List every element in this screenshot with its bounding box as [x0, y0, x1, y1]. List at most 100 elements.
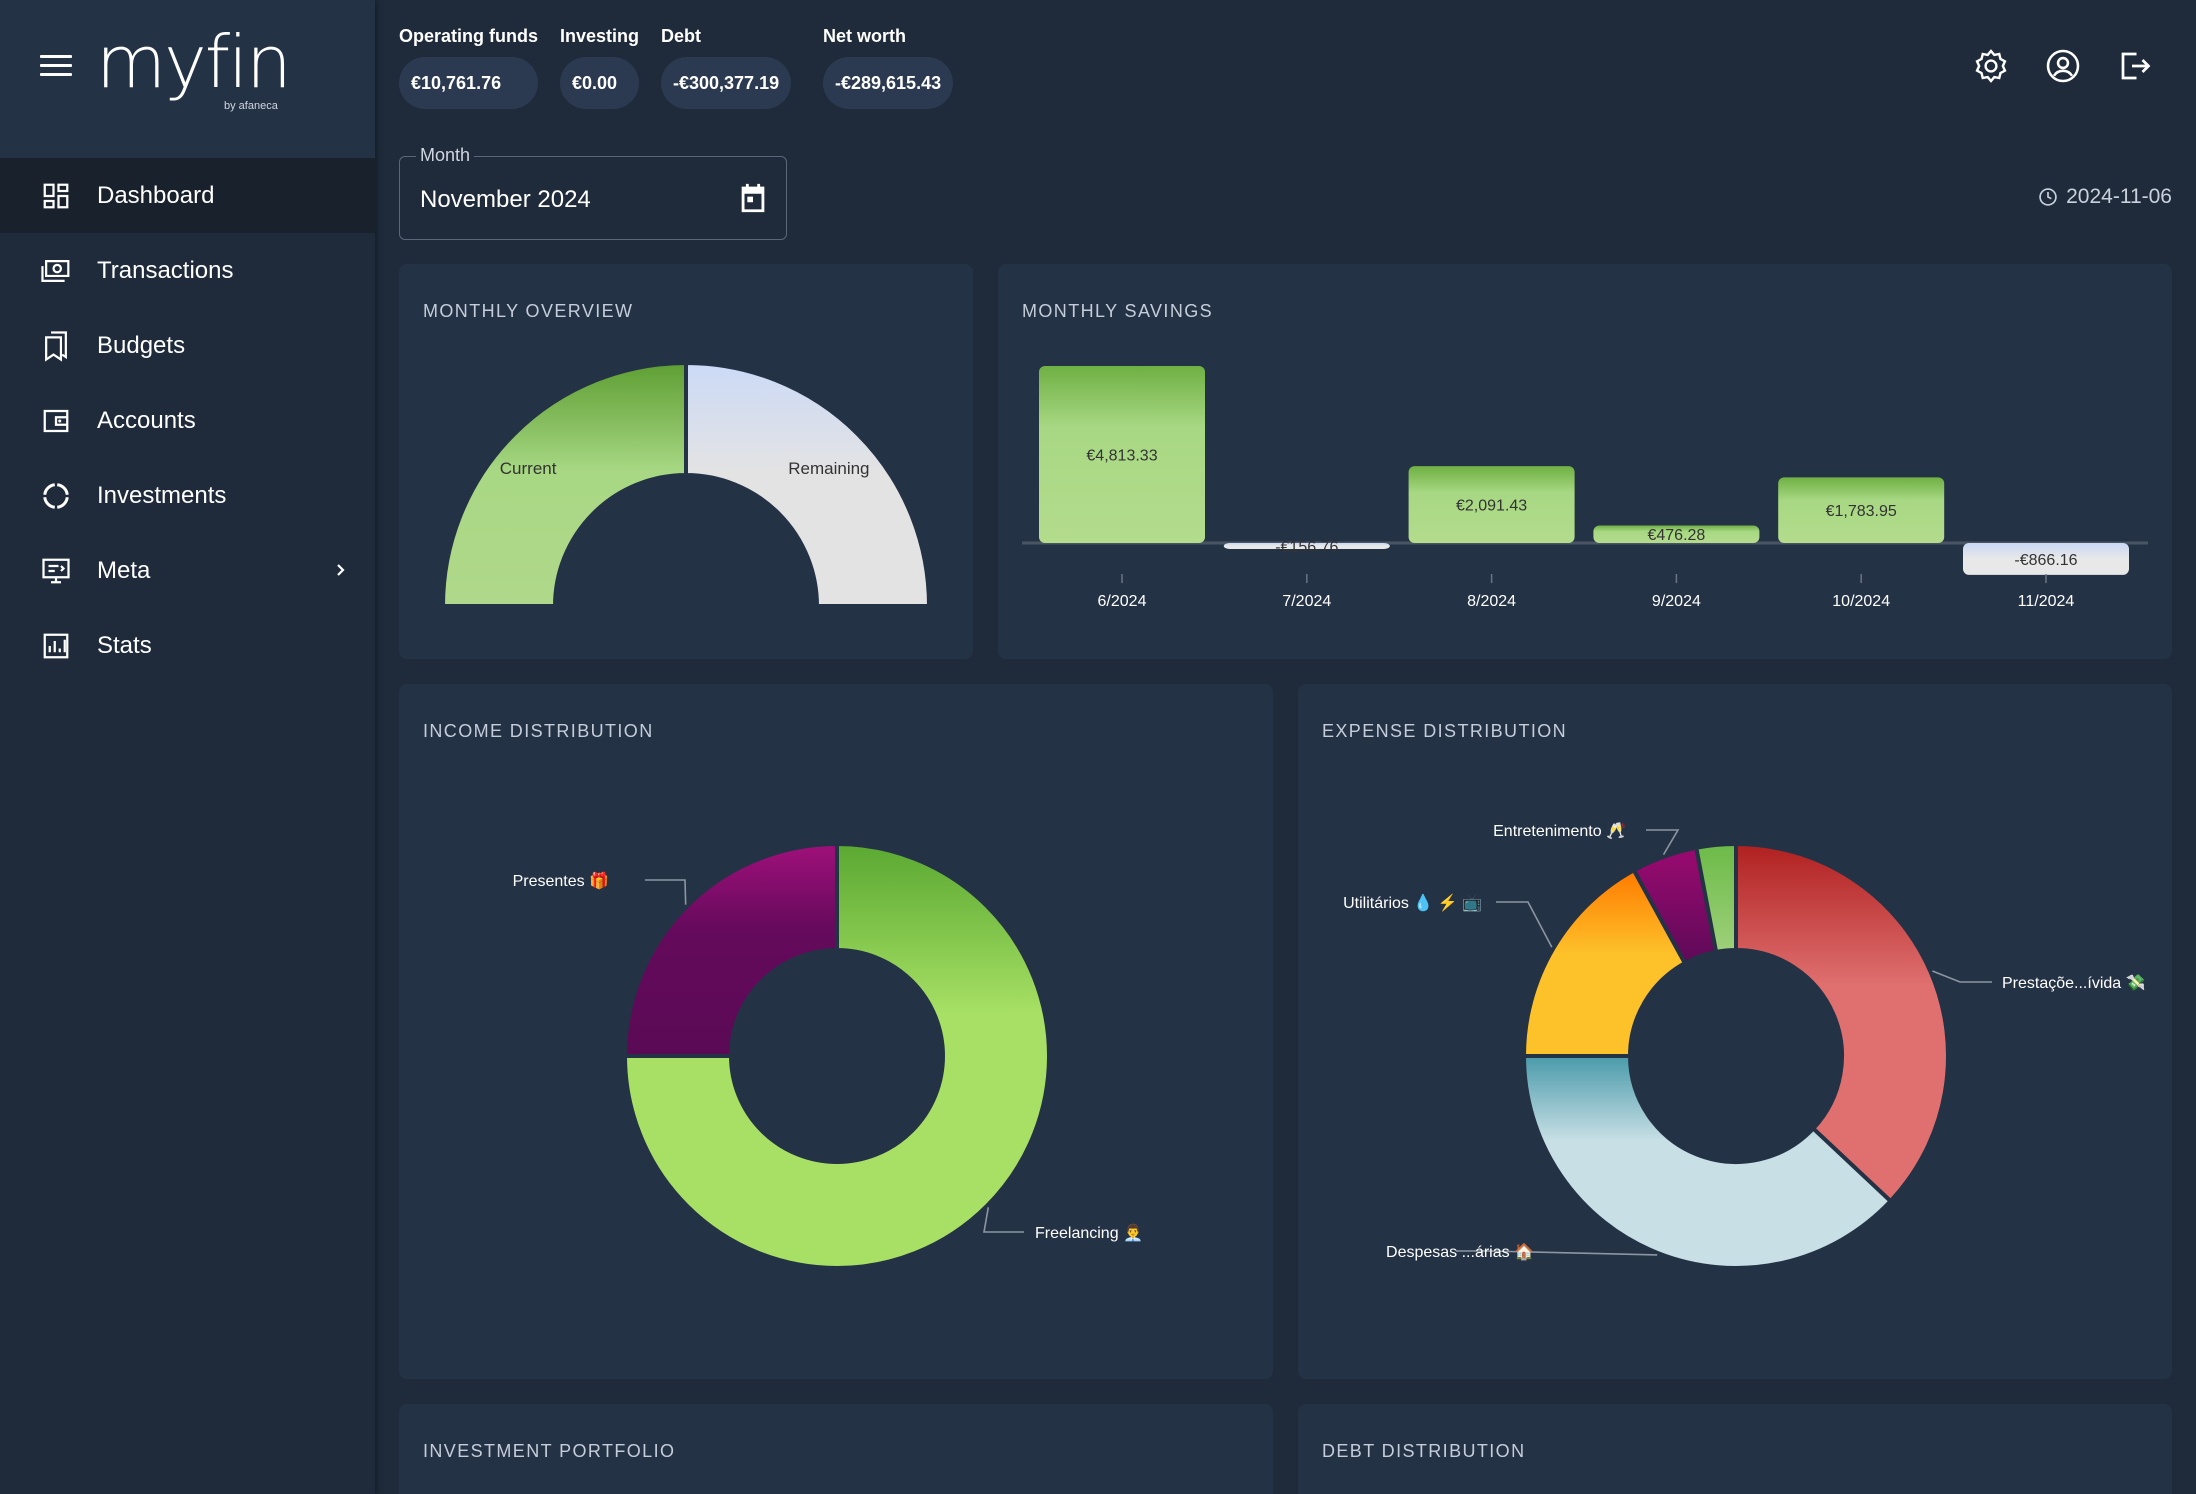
investment-portfolio-card: INVESTMENT PORTFOLIO — [399, 1404, 1273, 1494]
savings-bar-label: €1,783.95 — [1826, 503, 1897, 520]
savings-bar[interactable] — [1778, 477, 1945, 543]
sidebar-item-accounts[interactable]: Accounts — [0, 383, 375, 458]
dashboard-icon — [40, 180, 72, 212]
donut-slice-label: Entretenimento 🥂 — [1493, 822, 1626, 840]
overview-slice-0[interactable] — [441, 361, 688, 608]
savings-bar-label: -€156.76 — [1275, 539, 1338, 556]
leader-line — [1646, 829, 1680, 856]
sidebar-item-label: Transactions — [97, 256, 234, 284]
sidebar-item-budgets[interactable]: Budgets — [0, 308, 375, 383]
savings-bar-label: €4,813.33 — [1086, 448, 1157, 465]
overview-slice-1[interactable] — [684, 361, 931, 608]
overview-slice-label: Remaining — [788, 459, 869, 478]
overview-slice-label: Current — [500, 459, 557, 478]
app-logo[interactable]: myfin by afaneca — [96, 20, 292, 112]
card-title: MONTHLY OVERVIEW — [423, 301, 634, 321]
sidebar-item-investments[interactable]: Investments — [0, 458, 375, 533]
sidebar-item-label: Stats — [97, 631, 152, 659]
donut-slice-label: Freelancing 👨‍💼 — [1035, 1223, 1143, 1242]
summary-operating-funds: Operating funds €10,761.76 — [399, 26, 538, 109]
sidebar-item-label: Budgets — [97, 331, 186, 359]
donut-slice-1[interactable] — [623, 842, 839, 1058]
monthly-overview-chart: Current Remaining — [441, 361, 931, 608]
monthly-savings-chart: €4,813.33 6/2024 -€156.76 7/2024 €2,091.43 8/… — [1022, 366, 2148, 610]
month-picker-value: November 2024 — [420, 186, 591, 213]
savings-bar-label: €2,091.43 — [1456, 498, 1527, 515]
debt-distribution-card: DEBT DISTRIBUTION — [1298, 1404, 2172, 1494]
donut-slice-0[interactable] — [623, 842, 1051, 1270]
donut-slice-label: Presentes 🎁 — [513, 871, 609, 890]
expense-distribution-card: EXPENSE DISTRIBUTION Prestaçõe...ívida 💸… — [1298, 684, 2172, 1379]
sidebar-item-label: Dashboard — [97, 181, 215, 209]
card-title: MONTHLY SAVINGS — [1022, 301, 1214, 321]
bookmarks-icon — [40, 330, 72, 362]
donut-slice-4[interactable] — [1694, 842, 1738, 954]
current-date: 2024-11-06 — [2038, 185, 2172, 209]
monitor-icon — [40, 555, 72, 587]
summary-investing: Investing €0.00 — [560, 26, 640, 109]
sidebar-nav: Dashboard Transactions Budgets Accounts … — [0, 158, 375, 683]
expense-distribution-chart: Prestaçõe...ívida 💸 Despesas ...árias 🏠 Ut… — [1343, 822, 2146, 1270]
savings-bar-label: -€866.16 — [2014, 552, 2077, 569]
savings-bar[interactable] — [1408, 466, 1575, 543]
x-tick-label: 10/2024 — [1832, 593, 1890, 610]
menu-icon[interactable] — [40, 55, 72, 79]
calendar-icon[interactable] — [736, 181, 770, 215]
donut-slice-2[interactable] — [1522, 868, 1687, 1058]
account-icon[interactable] — [2045, 48, 2081, 84]
wallet-icon — [40, 405, 72, 437]
leader-line — [1932, 970, 1992, 983]
logo-subtitle: by afaneca — [224, 100, 278, 112]
sidebar-item-label: Investments — [97, 481, 227, 509]
income-distribution-chart: Freelancing 👨‍💼 Presentes 🎁 — [513, 842, 1143, 1270]
donut-slice-label: Despesas ...árias 🏠 — [1386, 1243, 1534, 1261]
sidebar-item-stats[interactable]: Stats — [0, 608, 375, 683]
summary-label: Investing — [560, 26, 640, 46]
x-tick-label: 9/2024 — [1652, 593, 1701, 610]
savings-bar[interactable] — [1963, 543, 2129, 575]
summary-label: Debt — [661, 26, 701, 46]
cash-icon — [40, 255, 72, 287]
savings-bar[interactable] — [1039, 366, 1205, 543]
summary-value: €0.00 — [560, 57, 640, 109]
monthly-savings-card: MONTHLY SAVINGS €4,813.33 6/2024 -€156.76 7… — [998, 264, 2172, 659]
summary-label: Net worth — [823, 26, 906, 46]
month-picker-label: Month — [416, 145, 475, 166]
savings-bar[interactable] — [1593, 525, 1760, 543]
card-title: INCOME DISTRIBUTION — [423, 721, 654, 741]
summary-net-worth: Net worth -€289,615.43 — [823, 26, 954, 109]
sidebar-item-dashboard[interactable]: Dashboard — [0, 158, 375, 233]
donut-slice-label: Prestaçõe...ívida 💸 — [2002, 974, 2146, 992]
sidebar-item-transactions[interactable]: Transactions — [0, 233, 375, 308]
card-title: INVESTMENT PORTFOLIO — [423, 1441, 676, 1461]
donut-icon — [40, 480, 72, 512]
month-picker[interactable]: Month November 2024 — [399, 145, 787, 240]
summary-value: €10,761.76 — [399, 57, 538, 109]
x-tick-label: 6/2024 — [1098, 593, 1147, 610]
donut-slice-1[interactable] — [1522, 1054, 1893, 1270]
logout-icon[interactable] — [2117, 48, 2153, 84]
sidebar-header: myfin by afaneca — [0, 0, 375, 158]
leader-line — [645, 879, 687, 905]
current-date-text: 2024-11-06 — [2066, 185, 2172, 208]
leader-line — [1456, 1250, 1658, 1256]
bar-chart-icon — [40, 630, 72, 662]
leader-line — [983, 1207, 1024, 1233]
summary-value: -€289,615.43 — [823, 57, 954, 109]
leader-line — [1496, 901, 1553, 948]
settings-icon[interactable] — [1973, 48, 2009, 84]
income-distribution-card: INCOME DISTRIBUTION Freelancing 👨‍💼 Prese… — [399, 684, 1273, 1379]
sidebar-item-label: Accounts — [97, 406, 196, 434]
x-tick-label: 7/2024 — [1282, 593, 1331, 610]
x-tick-label: 8/2024 — [1467, 593, 1516, 610]
card-title: EXPENSE DISTRIBUTION — [1322, 721, 1568, 741]
savings-bar-label: €476.28 — [1647, 527, 1705, 544]
savings-bar[interactable] — [1223, 543, 1390, 549]
donut-slice-0[interactable] — [1734, 842, 1950, 1204]
summary-label: Operating funds — [399, 26, 538, 46]
summary-debt: Debt -€300,377.19 — [661, 26, 792, 109]
sidebar-item-label: Meta — [97, 556, 151, 584]
sidebar-item-meta[interactable]: Meta — [0, 533, 375, 608]
x-tick-label: 11/2024 — [2018, 593, 2075, 610]
chevron-right-icon — [335, 561, 347, 584]
